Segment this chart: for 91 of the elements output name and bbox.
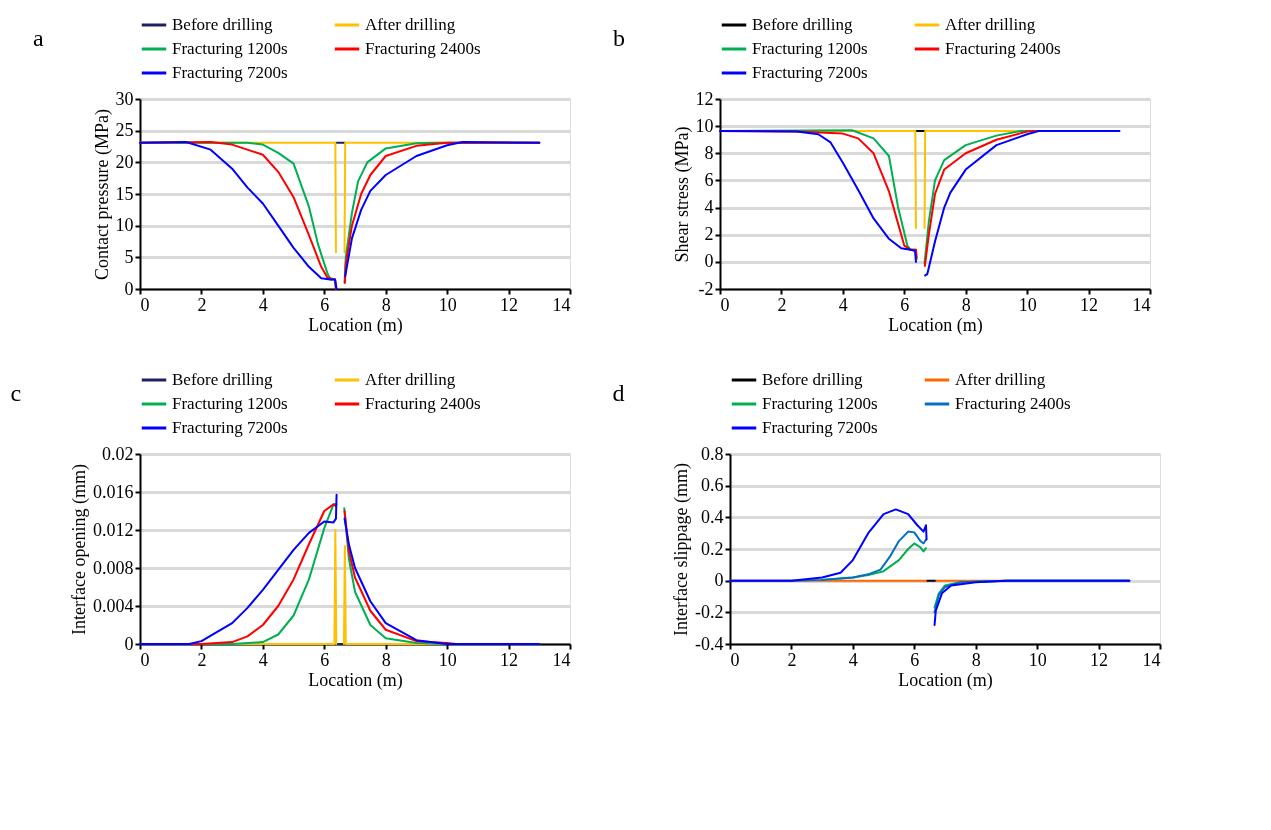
x-axis-title: Location (m) [888,314,983,336]
x-tick-label: 2 [197,649,207,670]
x-tick-label: 4 [258,649,268,670]
x-tick-label: 0 [730,649,740,670]
legend-label: Before drilling [172,370,274,389]
legend-label: After drilling [945,15,1036,34]
y-tick-label: 0.8 [701,443,724,464]
x-tick-label: 10 [1018,294,1037,315]
x-tick-label: 10 [1028,649,1047,670]
chart-title: a [33,25,44,51]
y-axis-title: Contact pressure (MPa) [91,109,113,280]
legend-label: Fracturing 7200s [752,63,868,82]
y-tick-label: 0.4 [701,506,724,527]
x-tick-label: 4 [838,294,848,315]
x-tick-label: 14 [552,294,571,315]
legend-label: After drilling [365,370,456,389]
y-tick-label: 20 [115,151,134,172]
x-tick-label: 8 [381,294,391,315]
x-tick-label: 2 [787,649,797,670]
x-tick-label: 8 [961,294,971,315]
x-tick-label: 4 [258,294,268,315]
x-tick-label: 0 [140,649,150,670]
y-tick-label: -0.4 [695,633,724,654]
chart-title: c [10,380,22,406]
x-tick-label: 10 [438,294,457,315]
y-tick-label: 5 [124,246,134,267]
legend-label: Fracturing 7200s [762,418,878,437]
x-tick-label: 2 [777,294,787,315]
chart-title: d [612,380,625,406]
x-axis-title: Location (m) [308,669,403,691]
y-tick-label: 0.012 [93,519,134,540]
x-tick-label: 12 [500,649,519,670]
legend-label: Fracturing 1200s [172,394,288,413]
y-tick-label: 0.004 [93,595,134,616]
legend-label: Before drilling [752,15,854,34]
y-tick-label: 2 [704,224,714,245]
y-tick-label: 0 [124,633,134,654]
y-tick-label: 0 [124,278,134,299]
x-tick-label: 14 [1132,294,1151,315]
x-axis-title: Location (m) [898,669,993,691]
y-tick-label: 8 [704,142,714,163]
legend-label: Before drilling [762,370,864,389]
x-tick-label: 12 [1080,294,1099,315]
x-tick-label: 12 [500,294,519,315]
x-axis-title: Location (m) [308,314,403,336]
x-tick-label: 6 [910,649,920,670]
y-tick-label: -0.2 [695,601,724,622]
y-tick-label: 25 [115,120,134,141]
x-tick-label: 6 [900,294,910,315]
x-tick-label: 6 [320,294,330,315]
y-tick-label: -2 [698,278,714,299]
y-tick-label: 10 [115,215,134,236]
chart-title: b [613,25,625,51]
y-tick-label: 30 [115,88,134,109]
y-tick-label: 10 [695,115,714,136]
y-tick-label: 0.016 [93,481,134,502]
x-tick-label: 2 [197,294,207,315]
x-tick-label: 4 [848,649,858,670]
legend-label: Fracturing 2400s [365,394,481,413]
y-tick-label: 12 [695,88,714,109]
x-tick-label: 8 [381,649,391,670]
x-tick-label: 10 [438,649,457,670]
legend-label: After drilling [365,15,456,34]
x-tick-label: 14 [552,649,571,670]
y-axis-title: Shear stress (MPa) [671,126,693,263]
legend-label: Fracturing 1200s [172,39,288,58]
legend-label: After drilling [955,370,1046,389]
y-tick-label: 4 [704,197,714,218]
legend-label: Fracturing 7200s [172,63,288,82]
legend-label: Fracturing 1200s [752,39,868,58]
y-axis-title: Interface slippage (mm) [671,463,693,636]
y-tick-label: 0.2 [701,538,724,559]
y-tick-label: 0 [714,570,724,591]
x-tick-label: 12 [1090,649,1109,670]
x-tick-label: 14 [1142,649,1161,670]
y-tick-label: 0.02 [102,443,134,464]
y-tick-label: 15 [115,183,134,204]
legend-label: Fracturing 7200s [172,418,288,437]
y-tick-label: 0.6 [701,475,724,496]
y-tick-label: 0.008 [93,557,134,578]
legend-label: Before drilling [172,15,274,34]
y-tick-label: 6 [704,169,714,190]
legend-label: Fracturing 2400s [955,394,1071,413]
x-tick-label: 0 [140,294,150,315]
legend-label: Fracturing 2400s [945,39,1061,58]
x-tick-label: 8 [971,649,981,670]
y-axis-title: Interface opening (mm) [69,464,90,635]
legend-label: Fracturing 2400s [365,39,481,58]
y-tick-label: 0 [704,251,714,272]
x-tick-label: 6 [320,649,330,670]
legend-label: Fracturing 1200s [762,394,878,413]
